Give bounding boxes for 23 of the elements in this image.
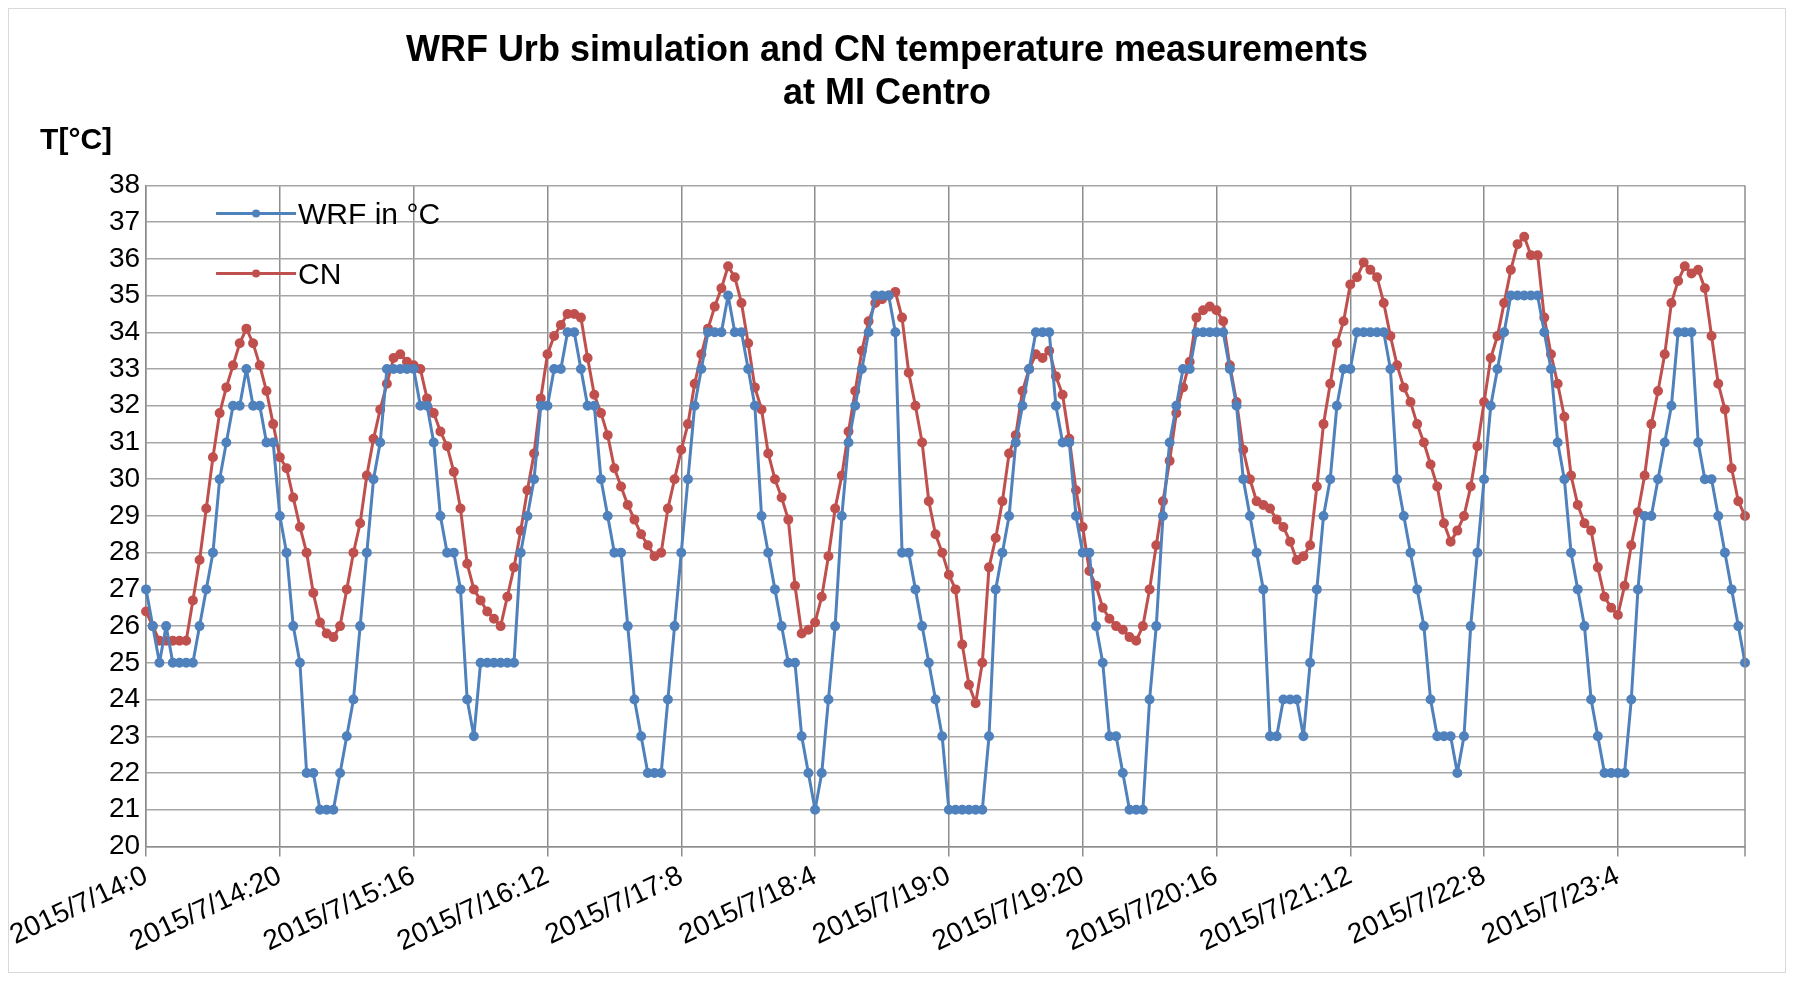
- y-tick-label: 32: [108, 388, 141, 420]
- y-tick-label: 37: [108, 204, 141, 236]
- y-tick-label: 36: [108, 241, 141, 273]
- y-tick-label: 24: [108, 682, 141, 714]
- y-tick-label: 34: [108, 315, 141, 347]
- y-tick-label: 20: [108, 829, 141, 861]
- legend-label: CN: [298, 256, 342, 290]
- legend-label: WRF in °C: [298, 196, 441, 230]
- y-tick-label: 25: [108, 645, 141, 677]
- y-tick-label: 27: [108, 572, 141, 604]
- y-tick-label: 28: [108, 535, 141, 567]
- y-tick-label: 26: [108, 608, 141, 640]
- y-tick-label: 29: [108, 498, 141, 530]
- y-tick-label: 38: [108, 168, 141, 200]
- y-tick-label: 30: [108, 461, 141, 493]
- chart-title: WRF Urb simulation and CN temperature measurements at MI Centro: [405, 27, 1369, 112]
- y-tick-label: 23: [108, 719, 141, 750]
- y-tick-label: 22: [108, 755, 141, 787]
- y-axis-title: T[°C]: [40, 121, 113, 155]
- y-tick-label: 21: [108, 792, 141, 824]
- y-tick-label: 33: [108, 351, 141, 383]
- y-tick-label: 35: [108, 278, 141, 310]
- y-tick-label: 31: [108, 425, 141, 457]
